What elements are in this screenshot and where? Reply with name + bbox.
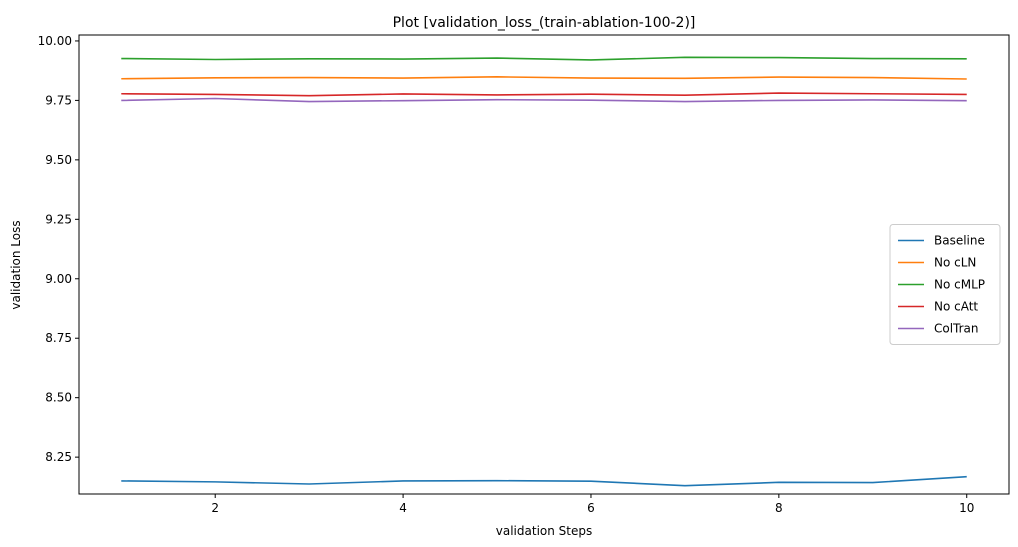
y-tick-label: 8.25 — [45, 450, 72, 464]
legend-label: ColTran — [934, 322, 979, 336]
legend-box — [889, 224, 1001, 345]
y-tick-label: 9.00 — [45, 272, 72, 286]
series-line-1 — [121, 475, 967, 487]
legend: Baseline No cLN No cMLP No cAtt ColTran — [889, 224, 1001, 345]
series-line-3 — [121, 56, 967, 61]
x-tick-label: 2 — [211, 501, 219, 515]
axes-frame — [78, 34, 1010, 495]
series-line-2 — [121, 76, 967, 80]
x-tick-label: 6 — [587, 501, 595, 515]
x-axis-label: validation Steps — [496, 524, 592, 538]
x-tick-label: 10 — [959, 501, 974, 515]
y-tick-label: 8.75 — [45, 331, 72, 345]
chart-title: Plot [validation_loss_(train-ablation-10… — [393, 15, 696, 31]
x-tick-label: 4 — [399, 501, 407, 515]
legend-label: No cAtt — [934, 300, 978, 314]
y-tick-label: 9.25 — [45, 212, 72, 226]
plot-area: 2 4 6 8 10 8.25 8.50 8.75 9.00 9.25 9.50 9.75 10.00 — [38, 34, 1010, 515]
y-tick-label: 9.50 — [45, 153, 72, 167]
legend-label: Baseline — [934, 234, 985, 248]
y-axis-label: validation Loss — [9, 220, 23, 309]
legend-label: No cLN — [934, 256, 976, 270]
y-tick-label: 9.75 — [45, 93, 72, 107]
legend-label: No cMLP — [934, 278, 985, 292]
series-line-5 — [121, 97, 967, 103]
series-line-4 — [121, 92, 967, 97]
y-tick-label: 8.50 — [45, 391, 72, 405]
y-tick-label: 10.00 — [38, 34, 72, 48]
x-tick-label: 8 — [775, 501, 783, 515]
